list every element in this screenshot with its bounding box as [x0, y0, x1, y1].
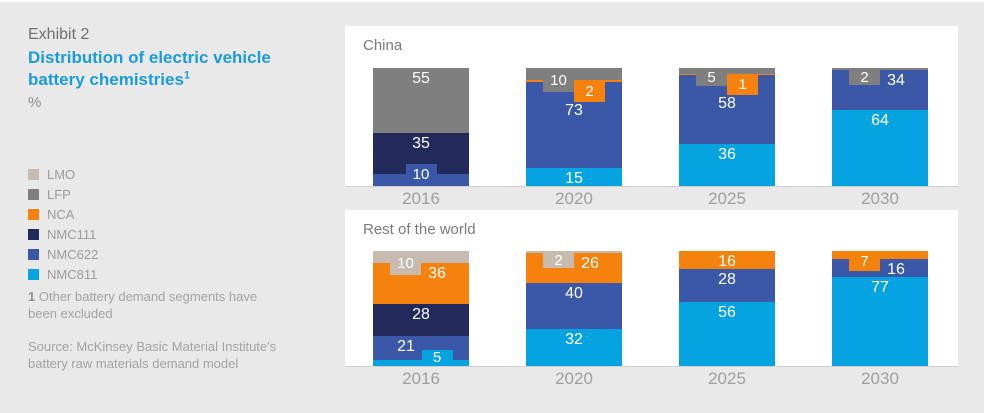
bar-segment-callout-label: 5 — [421, 350, 453, 365]
bar-segment-lmo — [526, 251, 622, 254]
source-note: Source: McKinsey Basic Material Institut… — [28, 339, 277, 371]
bar-segment-label: 55 — [412, 70, 430, 87]
legend-item-label: LMO — [47, 166, 76, 182]
bar-segment-nca — [526, 253, 622, 284]
bar-segment-lmo — [373, 251, 469, 263]
footnote: 1 Other battery demand segments have bee… — [28, 288, 280, 322]
x-axis-label: 2020 — [555, 369, 593, 388]
bar-segment-label: 36 — [718, 145, 736, 163]
bar-segment-label: 58 — [718, 95, 736, 113]
exhibit-title-text: Distribution of electric vehicle battery… — [28, 48, 271, 89]
chart-title-rest-of-the-world: Rest of the world — [363, 221, 476, 238]
legend-item-label: NMC811 — [47, 266, 98, 282]
bar-segment-nmc622 — [832, 70, 928, 111]
legend-swatch-icon — [28, 248, 39, 260]
bar-segment-nmc811 — [526, 329, 622, 366]
legend-item-label: LFP — [47, 186, 71, 202]
legend-item-label: NMC622 — [47, 246, 99, 262]
legend-item-nmc111: NMC111 — [28, 224, 98, 244]
bar-segment-label: 26 — [581, 255, 599, 273]
legend-swatch-icon — [28, 228, 39, 240]
bar-segment-lfp — [526, 68, 622, 80]
bar-segment-label: 15 — [565, 170, 583, 188]
bar-segment-label: 73 — [565, 102, 583, 120]
bar-segment-label: 34 — [887, 72, 905, 90]
x-axis-label: 2030 — [861, 369, 899, 388]
bar-segment-label: 56 — [718, 303, 736, 321]
bar-segment-callout-label: 2 — [543, 252, 574, 268]
bar-segment-label: 40 — [565, 285, 583, 303]
chart-panel-china: China 55 35 10 10 2 73 15 5 1 58 36 2 34 64 — [345, 26, 958, 187]
bar-segment-callout-label: 5 — [696, 69, 727, 86]
bar-segment-label: 77 — [871, 279, 889, 297]
footnote-marker: 1 — [28, 289, 36, 304]
bar-segment-nmc622 — [679, 269, 775, 302]
legend-item-nmc811: NMC811 — [28, 264, 98, 284]
exhibit-title: Distribution of electric vehicle battery… — [28, 47, 304, 91]
bar-segment-nmc811 — [679, 301, 775, 366]
x-axis-label: 2016 — [402, 189, 440, 208]
bar-segment-lfp — [832, 68, 928, 71]
bar-segment-nmc622 — [373, 336, 469, 361]
bar-segment-nmc622 — [526, 283, 622, 330]
x-axis-label: 2016 — [402, 369, 440, 388]
chart-panel-rest-of-the-world: Rest of the world 10 36 28 21 5 2 26 40 32 16 28 56 7… — [345, 210, 958, 367]
chart-title-china: China — [363, 37, 403, 54]
bar-segment-nmc811 — [373, 360, 469, 366]
bar-segment-nmc811 — [679, 143, 775, 186]
exhibit-header: Exhibit 2 Distribution of electric vehic… — [28, 0, 308, 413]
bar-segment-nmc811 — [526, 168, 622, 186]
x-axis-label: 2025 — [708, 189, 746, 208]
bar-segment-callout-label: 2 — [574, 81, 605, 103]
bar-segment-callout-label: 7 — [849, 252, 880, 272]
bar-segment-callout-label: 10 — [405, 164, 437, 185]
legend-swatch-icon — [28, 208, 39, 220]
bar-segment-label: 35 — [412, 134, 430, 152]
legend-item-label: NCA — [47, 206, 75, 222]
bar-segment-nca — [526, 79, 622, 83]
page-top-strip — [0, 0, 984, 2]
exhibit-label: Exhibit 2 — [28, 26, 90, 43]
bar-segment-nmc111 — [373, 303, 469, 337]
bar-segment-nca — [679, 251, 775, 270]
legend-item-nca: NCA — [28, 204, 98, 224]
x-axis-label: 2020 — [555, 189, 593, 208]
legend-item-lfp: LFP — [28, 184, 98, 204]
legend-item-nmc622: NMC622 — [28, 244, 98, 264]
footnote-marker-sup: 1 — [183, 69, 191, 82]
legend-swatch-icon — [28, 188, 39, 200]
bar-segment-nmc811 — [832, 277, 928, 366]
legend-swatch-icon — [28, 168, 39, 180]
x-axis-label: 2025 — [708, 369, 746, 388]
x-axis-label: 2030 — [861, 189, 899, 208]
bar-segment-callout-label: 1 — [727, 74, 758, 96]
bar-segment-nmc622 — [832, 259, 928, 278]
bar-segment-nca — [373, 262, 469, 304]
bar-segment-label: 28 — [412, 305, 430, 323]
bar-segment-label: 32 — [565, 331, 583, 349]
legend-swatch-icon — [28, 268, 39, 280]
bar-segment-nmc811 — [832, 110, 928, 186]
unit-label: % — [28, 94, 42, 111]
legend-item-lmo: LMO — [28, 164, 98, 184]
bar-segment-lfp — [373, 68, 469, 133]
bar-segment-label: 64 — [871, 112, 889, 130]
bar-segment-callout-label: 10 — [543, 69, 574, 92]
bar-segment-nca — [832, 251, 928, 260]
legend-item-label: NMC111 — [47, 226, 97, 242]
legend: LMO LFP NCA NMC111 NMC622 NMC811 — [28, 164, 98, 284]
bar-segment-label: 28 — [718, 271, 736, 289]
bar-segment-callout-label: 10 — [390, 252, 421, 275]
bar-segment-label: 16 — [718, 253, 736, 270]
bar-segment-callout-label: 2 — [849, 69, 880, 85]
bar-segment-label: 21 — [397, 338, 415, 356]
footnote-text: Other battery demand segments have been … — [28, 289, 258, 321]
bar-segment-label: 36 — [428, 264, 446, 282]
bar-segment-label: 16 — [887, 261, 905, 279]
bar-segment-lfp — [679, 68, 775, 74]
